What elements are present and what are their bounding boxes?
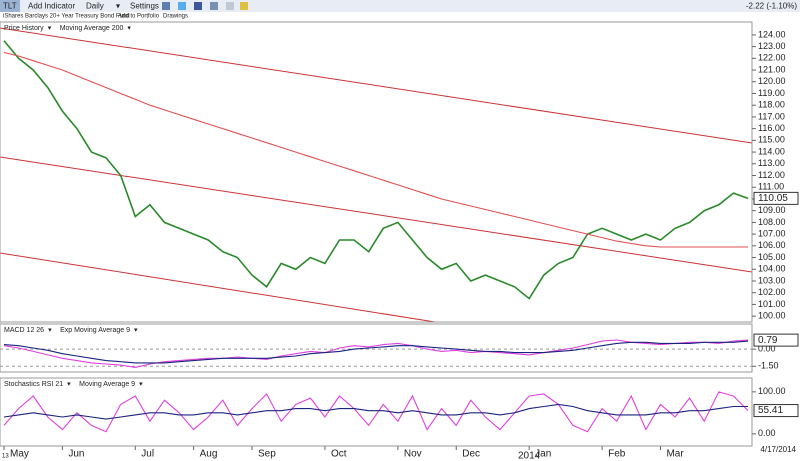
x-tick-label: Mar	[666, 449, 684, 460]
y-tick-label: 105.00	[758, 252, 786, 262]
legend-dropdown: ▾	[48, 25, 52, 32]
series-line	[3, 340, 749, 364]
trend-line	[0, 156, 753, 273]
y-tick-label: 112.00	[758, 170, 785, 180]
panel-frame	[0, 377, 753, 447]
series-line	[3, 40, 749, 300]
y-tick-label: 123.00	[758, 41, 786, 51]
add-to-portfolio[interactable]: Add to Portfolio	[118, 14, 160, 20]
interval[interactable]: Daily	[86, 2, 104, 11]
y-tick-label: 122.00	[758, 53, 786, 63]
y-tick-label: 0.00	[758, 428, 776, 438]
y-tick-label: 117.00	[758, 111, 785, 121]
legend-dropdown: ▾	[127, 25, 131, 32]
x-tick-label: Jan	[535, 449, 551, 460]
y-tick-label: 120.00	[758, 76, 786, 86]
x-tick-label: Jul	[141, 449, 154, 460]
legend-entry: Stochastics RSI 21	[4, 381, 63, 388]
y-tick-label: 119.00	[758, 88, 785, 98]
y-tick-label: 107.00	[758, 228, 786, 238]
last-value-box	[753, 333, 799, 347]
legend-dropdown: ▾	[134, 327, 138, 334]
symbol-box	[0, 0, 20, 12]
legend-dropdown: ▾	[67, 381, 71, 388]
dropdown-arrow[interactable]: ▾	[116, 2, 120, 11]
y-tick-label: 100.00	[758, 386, 786, 396]
y-tick-label: 113.00	[758, 158, 785, 168]
year-label: 13	[2, 454, 9, 460]
y-tick-label: 102.00	[758, 287, 786, 297]
icon[interactable]	[178, 2, 186, 10]
y-tick-label: 121.00	[758, 64, 786, 74]
icon[interactable]	[162, 2, 170, 10]
add-indicator[interactable]: Add Indicator	[28, 2, 75, 11]
price-change: -2.22 (-1.10%)	[746, 2, 797, 11]
y-tick-label: 115.00	[758, 135, 785, 145]
trend-line	[0, 27, 753, 144]
x-tick-label: Sep	[258, 449, 276, 460]
series-line	[3, 339, 749, 368]
y-tick-label: 114.00	[758, 146, 785, 156]
y-tick-label: 118.00	[758, 100, 785, 110]
y-tick-label: 101.00	[758, 299, 786, 309]
legend-entry: Moving Average 200	[60, 25, 124, 32]
x-tick-label: May	[10, 449, 29, 460]
y-tick-label: -1.50	[758, 361, 779, 371]
last-value-box	[753, 191, 799, 205]
y-tick-label: 103.00	[758, 275, 786, 285]
x-tick-label: Aug	[200, 449, 218, 460]
x-tick-label: Oct	[331, 449, 347, 460]
y-tick-label: 104.00	[758, 264, 786, 274]
icon[interactable]	[240, 2, 248, 10]
series-line	[3, 403, 748, 420]
series-line	[3, 51, 748, 248]
panel-frame	[0, 323, 753, 373]
y-tick-label: 106.00	[758, 240, 786, 250]
y-tick-label: 100.00	[758, 311, 786, 321]
icon[interactable]	[194, 2, 202, 10]
fund-name: iShares Barclays 20+ Year Treasury Bond …	[3, 14, 130, 20]
symbol[interactable]: TLT	[3, 2, 17, 11]
y-tick-label: 0.00	[758, 344, 776, 354]
x-tick-label: Feb	[608, 449, 626, 460]
drawings[interactable]: Drawings	[163, 14, 188, 20]
legend-entry: Price History	[4, 25, 44, 32]
y-tick-label: 116.00	[758, 123, 785, 133]
x-tick-label: Dec	[462, 449, 480, 460]
year-label: 2014	[518, 451, 541, 461]
panel-frame	[0, 21, 753, 323]
series-line	[3, 391, 749, 433]
last-value-label: 110.05	[758, 193, 788, 204]
y-tick-label: 108.00	[758, 217, 786, 227]
legend-entry: MACD 12 26	[4, 327, 44, 334]
x-tick-label: Nov	[404, 449, 422, 460]
settings[interactable]: Settings	[130, 2, 159, 11]
last-value-box	[753, 404, 799, 418]
legend-dropdown: ▾	[48, 327, 52, 334]
y-tick-label: 111.00	[758, 182, 784, 192]
icon[interactable]	[226, 2, 234, 10]
y-tick-label: 124.00	[758, 29, 786, 39]
legend-dropdown: ▾	[139, 381, 143, 388]
legend-entry: Moving Average 9	[79, 381, 135, 388]
trend-line	[0, 252, 436, 323]
x-tick-label: Jun	[68, 449, 84, 460]
last-value-label: 0.79	[758, 335, 778, 346]
legend-entry: Exp Moving Average 9	[60, 327, 130, 334]
last-value-label: 55.41	[758, 405, 783, 416]
last-date: 4/17/2014	[760, 445, 796, 454]
y-tick-label: 109.00	[758, 205, 786, 215]
icon[interactable]	[210, 2, 218, 10]
